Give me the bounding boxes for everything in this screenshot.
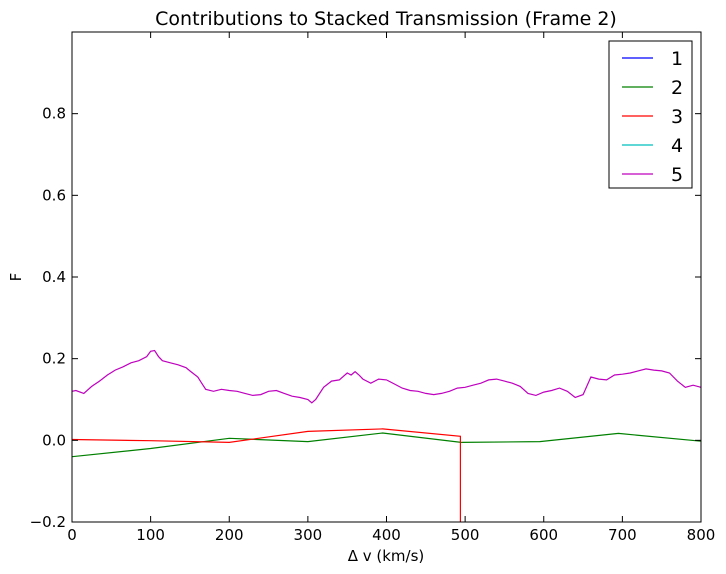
- legend-box: [608, 40, 693, 189]
- plot-lines: [71, 349, 702, 522]
- y-tick-label: −0.2: [30, 513, 66, 531]
- x-tick-label: 200: [215, 526, 244, 544]
- x-axis: 0 100 200 300 400 500 600 700 800: [67, 32, 715, 544]
- x-tick-label: 700: [608, 526, 637, 544]
- y-tick-label: 0.2: [42, 350, 66, 368]
- legend-label-5: 5: [671, 164, 683, 186]
- legend: 1 2 3 4 5: [608, 40, 693, 189]
- x-tick-label: 100: [136, 526, 165, 544]
- plot-frame: [71, 31, 702, 523]
- legend-label-1: 1: [671, 48, 683, 70]
- x-tick-label: 300: [294, 526, 323, 544]
- legend-label-4: 4: [671, 135, 683, 157]
- legend-label-3: 3: [671, 106, 683, 128]
- x-tick-label: 500: [451, 526, 480, 544]
- series-2-line: [71, 432, 702, 458]
- y-tick-label: 0.6: [42, 186, 66, 204]
- y-tick-label: 0.8: [42, 105, 66, 123]
- y-axis: −0.2 0.0 0.2 0.4 0.6 0.8: [30, 105, 701, 531]
- x-tick-label: 400: [372, 526, 401, 544]
- chart-title: Contributions to Stacked Transmission (F…: [155, 8, 617, 30]
- series-3-line: [71, 428, 461, 522]
- legend-label-2: 2: [671, 77, 683, 99]
- x-axis-label: Δ v (km/s): [348, 547, 425, 565]
- series-5-line: [71, 349, 702, 404]
- y-axis-label: F: [7, 273, 25, 282]
- x-tick-label: 600: [529, 526, 558, 544]
- x-tick-label: 0: [67, 526, 77, 544]
- y-tick-label: 0.0: [42, 431, 66, 449]
- x-tick-label: 800: [687, 526, 716, 544]
- y-tick-label: 0.4: [42, 268, 66, 286]
